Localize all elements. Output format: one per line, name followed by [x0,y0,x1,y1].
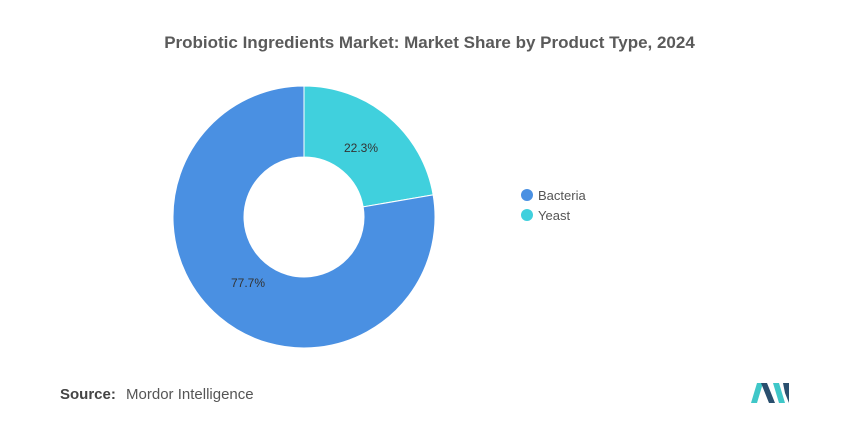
data-label-yeast: 22.3% [344,141,378,155]
source-text: Mordor Intelligence [126,386,254,403]
legend-item-yeast: Yeast [521,205,586,225]
chart-title: Probiotic Ingredients Market: Market Sha… [164,33,695,52]
legend-item-bacteria: Bacteria [521,185,586,205]
mordor-intelligence-logo [751,383,789,403]
legend-label-bacteria: Bacteria [538,187,586,203]
source-line: Source: Mordor Intelligence [60,386,254,403]
legend-label-yeast: Yeast [538,207,571,223]
logo-edge-shape [783,383,789,403]
legend-swatch-yeast [521,209,533,221]
legend-swatch-bacteria [521,189,533,201]
data-label-bacteria: 77.7% [231,276,265,290]
logo-right-shape [773,383,785,403]
logo-mid-shape [761,383,775,403]
donut-slice-bacteria [172,85,436,349]
donut-slice-yeast [303,85,434,208]
legend: Bacteria Yeast [521,185,586,225]
source-label: Source: [60,386,116,403]
logo-left-shape [751,383,763,403]
